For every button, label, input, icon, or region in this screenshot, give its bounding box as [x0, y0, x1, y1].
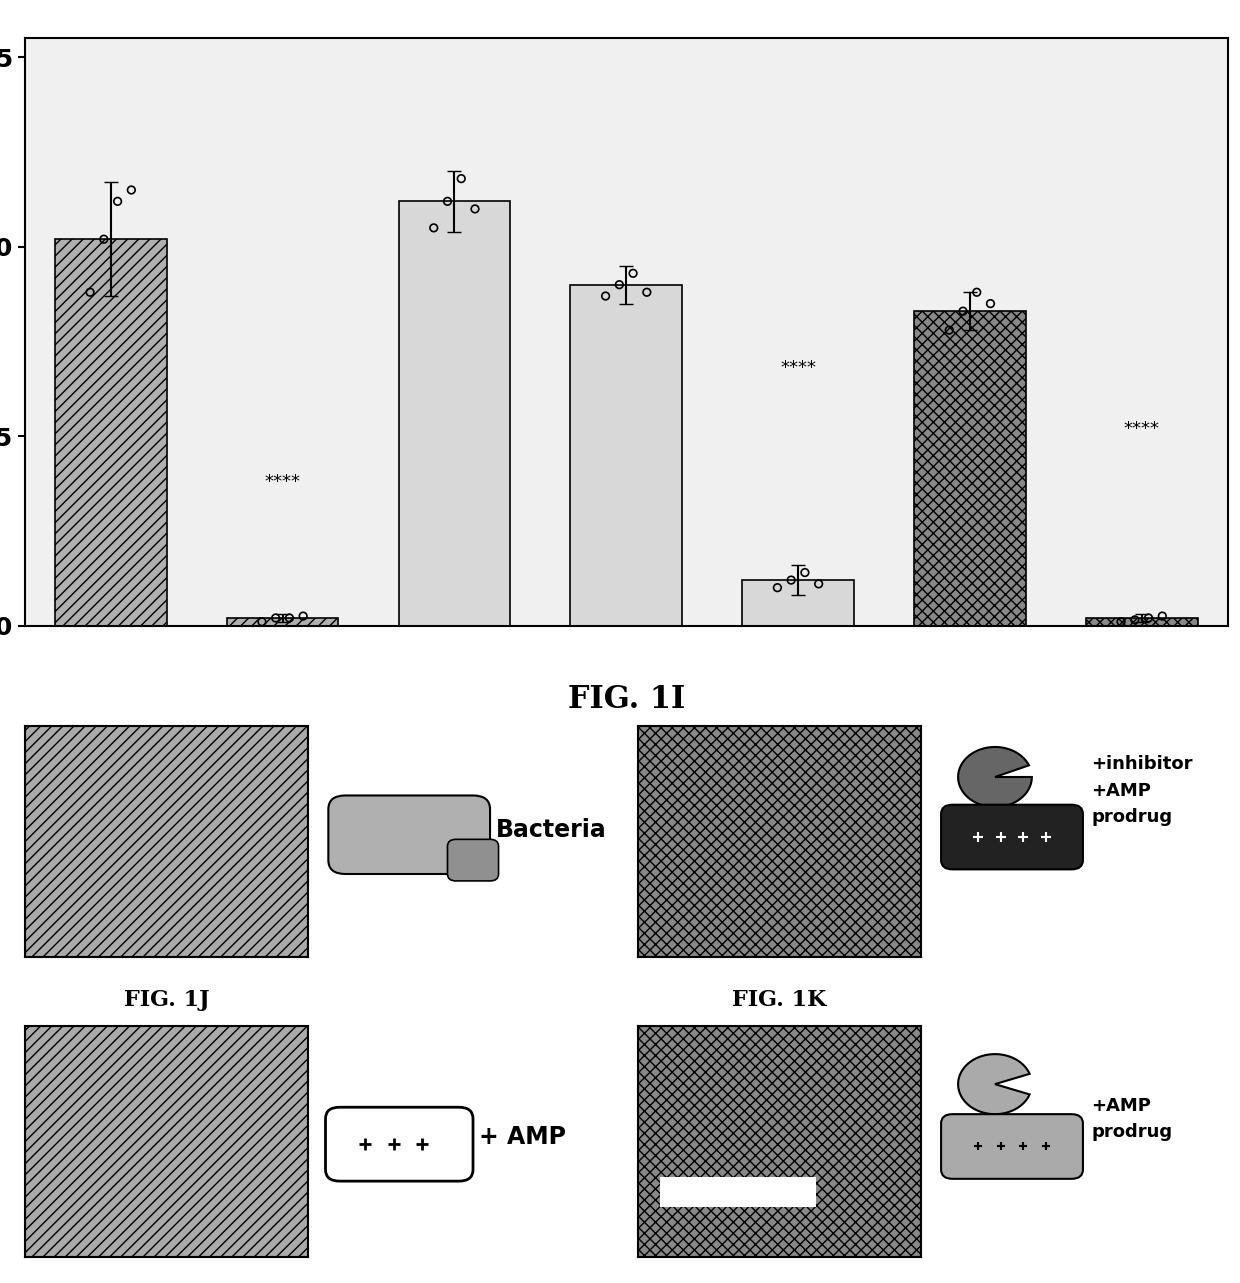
FancyBboxPatch shape — [941, 804, 1083, 870]
Point — [451, 168, 471, 189]
Point — [1111, 612, 1131, 633]
Text: ****: **** — [264, 472, 300, 490]
Point — [795, 562, 815, 582]
Polygon shape — [959, 1055, 1029, 1114]
FancyBboxPatch shape — [637, 1026, 921, 1257]
Point — [438, 191, 458, 212]
Bar — [660, 1177, 816, 1206]
Point — [1152, 606, 1172, 626]
Point — [1125, 609, 1145, 630]
Point — [81, 282, 100, 303]
Point — [637, 282, 657, 303]
Point — [108, 191, 128, 212]
Text: ****: **** — [1123, 420, 1159, 438]
Point — [781, 570, 801, 590]
Point — [940, 319, 960, 340]
Point — [279, 608, 299, 629]
Point — [252, 612, 272, 633]
Bar — [227, 618, 339, 626]
FancyBboxPatch shape — [25, 726, 309, 957]
Point — [424, 218, 444, 239]
Polygon shape — [959, 747, 1032, 807]
Point — [1138, 608, 1158, 629]
Text: +inhibitor
+AMP
prodrug: +inhibitor +AMP prodrug — [1091, 756, 1193, 826]
Point — [624, 263, 644, 284]
Text: FIG. 1J: FIG. 1J — [124, 989, 210, 1011]
FancyBboxPatch shape — [325, 1107, 472, 1182]
Point — [595, 286, 615, 307]
Bar — [914, 312, 1025, 626]
Text: FIG. 1I: FIG. 1I — [568, 684, 684, 715]
Text: + AMP: + AMP — [479, 1125, 565, 1150]
Point — [967, 282, 987, 303]
FancyBboxPatch shape — [941, 1114, 1083, 1179]
Text: +AMP
prodrug: +AMP prodrug — [1091, 1097, 1173, 1141]
Text: ****: **** — [780, 359, 816, 377]
Point — [293, 606, 312, 626]
Bar — [398, 201, 510, 626]
Bar — [570, 285, 682, 626]
Point — [808, 574, 828, 594]
Point — [265, 608, 285, 629]
Point — [981, 294, 1001, 314]
Bar — [1086, 618, 1198, 626]
Point — [465, 199, 485, 219]
Point — [954, 302, 973, 322]
FancyBboxPatch shape — [329, 795, 490, 874]
Bar — [743, 580, 854, 626]
FancyBboxPatch shape — [637, 726, 921, 957]
Point — [609, 275, 629, 295]
Point — [768, 577, 787, 598]
FancyBboxPatch shape — [448, 839, 498, 881]
Point — [122, 180, 141, 200]
Point — [94, 228, 114, 249]
Bar — [55, 239, 166, 626]
FancyBboxPatch shape — [25, 1026, 309, 1257]
Text: FIG. 1K: FIG. 1K — [732, 989, 827, 1011]
Text: Bacteria: Bacteria — [496, 819, 606, 842]
